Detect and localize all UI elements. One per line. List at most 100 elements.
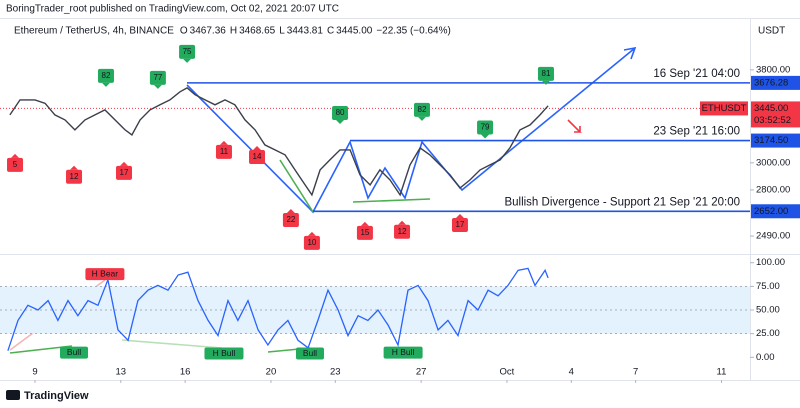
marker	[303, 235, 320, 250]
marker-label: 12	[70, 172, 79, 181]
marker	[356, 225, 373, 240]
level-label: 16 Sep '21 04:00	[653, 68, 740, 80]
header-text: L	[279, 26, 285, 37]
bull-divergence	[121, 339, 223, 349]
axis-badge-text: 3174.50	[754, 135, 788, 146]
header-text: C	[327, 26, 334, 37]
marker-label: 11	[220, 147, 229, 156]
marker-tip	[253, 145, 262, 150]
marker-label: 17	[456, 220, 465, 229]
level-label: Bullish Divergence - Support 21 Sep '21 …	[504, 196, 740, 208]
header-text: 3443.81	[287, 26, 324, 37]
marker-tip	[101, 82, 110, 87]
marker-label: 14	[253, 152, 262, 161]
marker	[477, 120, 494, 135]
y-tick-label: 2490.00	[756, 231, 790, 242]
arrow-head	[623, 46, 637, 60]
support-line	[279, 159, 314, 213]
marker-label: 75	[183, 47, 192, 56]
countdown: 03:52:52	[754, 115, 791, 126]
marker	[7, 157, 24, 172]
marker-label: 82	[418, 105, 427, 114]
marker-label: 5	[13, 160, 18, 169]
header-text: 3445.00	[336, 26, 373, 37]
marker-tip	[70, 165, 79, 170]
marker-tip	[541, 80, 550, 85]
marker	[179, 44, 196, 59]
marker	[215, 144, 232, 159]
marker	[115, 165, 132, 180]
marker	[149, 70, 166, 85]
axis-border	[750, 18, 751, 380]
divergence-tag	[85, 268, 125, 281]
y-tick-label: 25.00	[756, 328, 780, 339]
y-tick-label: 75.00	[756, 281, 780, 292]
x-tick-label: 16	[180, 367, 191, 378]
x-tick-label: 13	[115, 367, 126, 378]
x-tick-label: 20	[266, 367, 277, 378]
marker	[249, 149, 266, 164]
x-tick-label: 9	[32, 367, 37, 378]
y-tick-label: 100.00	[756, 257, 785, 268]
down-arrow	[567, 119, 582, 133]
price-line	[9, 87, 549, 197]
currency-label: USDT	[758, 26, 785, 37]
marker-tip	[398, 220, 407, 225]
time-divider	[0, 380, 800, 381]
marker	[451, 217, 468, 232]
header-text: −22.35 (−0.64%)	[376, 26, 451, 37]
price-badge-text: 3445.00	[754, 103, 788, 114]
marker	[282, 212, 299, 227]
symbol-header: Ethereum / TetherUS, 4h, BINANCE O 3467.36…	[14, 26, 451, 37]
marker-label: 10	[307, 238, 316, 247]
rsi-line	[7, 267, 549, 351]
marker-tip	[183, 58, 192, 63]
pane-divider	[0, 254, 800, 255]
marker-tip	[286, 208, 295, 213]
marker-label: 15	[360, 228, 369, 237]
header-text: Ethereum / TetherUS, 4h, BINANCE	[14, 26, 174, 37]
divergence-label: H Bear	[92, 268, 119, 278]
logo-icon	[6, 390, 20, 400]
marker-label: 17	[120, 168, 129, 177]
y-tick-label: 2800.00	[756, 184, 790, 195]
marker-label: 81	[542, 69, 551, 78]
price-badge	[751, 101, 800, 128]
marker-tip	[336, 120, 345, 125]
axis-badge-text: 3676.28	[754, 77, 788, 88]
publish-note: BoringTrader_root published on TradingVi…	[6, 4, 339, 15]
header-text: 3467.36	[190, 26, 227, 37]
x-tick-label: 4	[569, 367, 574, 378]
axis-badge	[751, 75, 800, 90]
header-text: O	[180, 26, 188, 37]
x-tick-label: 23	[330, 367, 341, 378]
divergence-tag	[295, 347, 324, 360]
marker-tip	[307, 231, 316, 236]
divergence-label: H Bull	[213, 348, 236, 358]
marker-tip	[360, 221, 369, 226]
axis-badge-text: 2652.00	[754, 206, 788, 217]
axis-badge	[751, 204, 800, 219]
marker	[394, 224, 411, 239]
marker-tip	[153, 84, 162, 89]
divergence-tag	[60, 346, 89, 359]
x-tick-label: 7	[633, 367, 638, 378]
marker-tip	[219, 140, 228, 145]
y-tick-label: 3800.00	[756, 64, 790, 75]
marker-tip	[119, 161, 128, 166]
support-line	[352, 198, 431, 203]
marker	[66, 169, 83, 184]
marker-label: 80	[336, 108, 345, 117]
marker-tip	[455, 213, 464, 218]
divergence-tag	[383, 346, 423, 359]
header-text: 3468.65	[239, 26, 276, 37]
divergence-label: Bull	[67, 347, 81, 357]
footer-brand: TradingView	[24, 390, 89, 402]
marker	[413, 102, 430, 117]
divergence-tag	[204, 347, 244, 360]
x-tick-label: 27	[416, 367, 427, 378]
y-tick-label: 50.00	[756, 305, 780, 316]
level-label: 23 Sep '21 16:00	[653, 126, 740, 138]
